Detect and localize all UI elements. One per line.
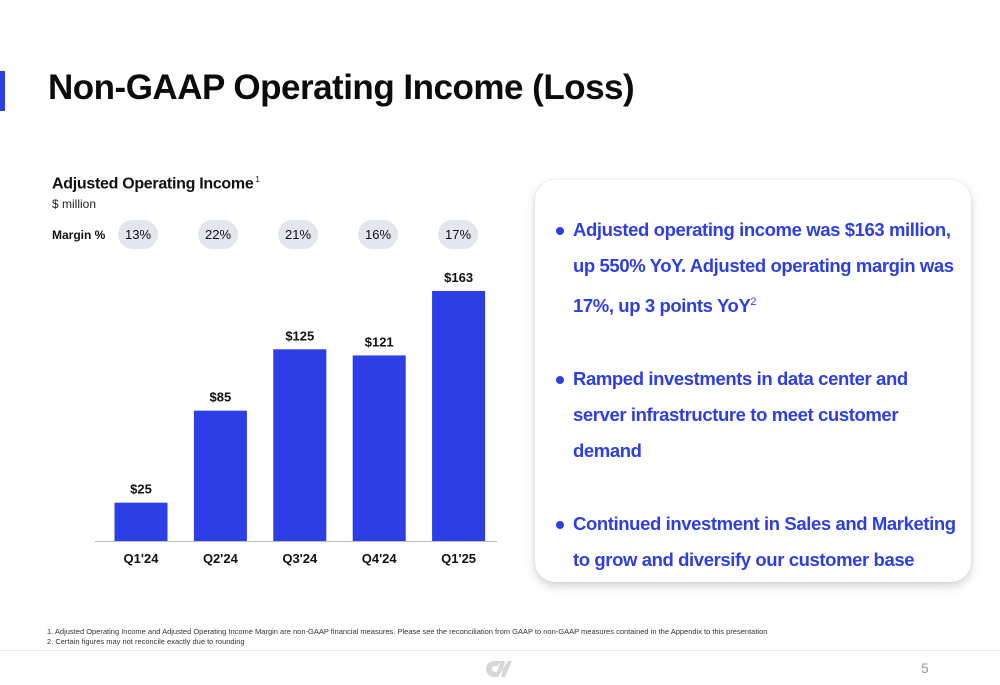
bullet-dot-icon bbox=[556, 227, 564, 235]
x-tick-label: Q1'24 bbox=[124, 551, 160, 566]
x-tick-label: Q4'24 bbox=[362, 551, 398, 566]
bar bbox=[193, 410, 247, 541]
margin-row-label: Margin % bbox=[52, 228, 106, 242]
chart-title-footnote-marker: 1 bbox=[255, 175, 260, 184]
bullet-dot-icon bbox=[556, 376, 564, 385]
page-title: Non-GAAP Operating Income (Loss) bbox=[48, 68, 635, 107]
highlight-footnote-marker: 2 bbox=[750, 296, 757, 308]
highlight-item: Continued investment in Sales and Market… bbox=[555, 506, 965, 578]
bar-value-label: $125 bbox=[285, 328, 314, 343]
chart-unit-label: $ million bbox=[52, 197, 97, 211]
bar-value-label: $25 bbox=[130, 482, 152, 497]
highlight-text: Continued investment in Sales and Market… bbox=[573, 513, 956, 571]
margin-pill: 16% bbox=[358, 220, 398, 249]
highlights-list: Adjusted operating income was $163 milli… bbox=[555, 212, 965, 615]
margin-pill: 13% bbox=[118, 220, 158, 249]
highlight-item: Ramped investments in data center and se… bbox=[555, 361, 965, 469]
bar-value-label: $85 bbox=[210, 390, 232, 405]
bar bbox=[352, 355, 406, 541]
title-accent-bar bbox=[0, 71, 5, 111]
footnote-1: 1. Adjusted Operating Income and Adjuste… bbox=[47, 627, 768, 636]
bar-chart: $25 Q1'24 $85 Q2'24 $125 Q3'24 $121 Q4'24 $163 Q1… bbox=[95, 270, 497, 566]
bar bbox=[273, 349, 327, 541]
highlight-text: Ramped investments in data center and se… bbox=[573, 368, 908, 462]
margin-pill: 21% bbox=[278, 220, 318, 249]
bullet-dot-icon bbox=[556, 521, 564, 530]
bar-value-label: $163 bbox=[444, 270, 473, 285]
highlight-text: Adjusted operating income was $163 milli… bbox=[573, 219, 954, 317]
footer-divider bbox=[0, 650, 1000, 651]
x-tick-label: Q1'25 bbox=[441, 551, 476, 566]
company-logo-icon bbox=[486, 661, 512, 677]
footnote-2: 2. Certain figures may not reconcile exa… bbox=[47, 637, 245, 646]
bar bbox=[114, 502, 168, 541]
x-tick-label: Q2'24 bbox=[203, 551, 239, 566]
margin-pill: 22% bbox=[198, 220, 238, 249]
chart-title: Adjusted Operating Income 1 bbox=[52, 175, 260, 193]
chart-title-text: Adjusted Operating Income bbox=[52, 175, 254, 193]
highlight-item: Adjusted operating income was $163 milli… bbox=[555, 212, 965, 324]
footnotes: 1. Adjusted Operating Income and Adjuste… bbox=[47, 627, 767, 647]
highlights-panel bbox=[535, 180, 971, 582]
x-tick-label: Q3'24 bbox=[282, 551, 318, 566]
page-number: 5 bbox=[921, 660, 929, 676]
margin-pill: 17% bbox=[438, 220, 478, 249]
bar-value-label: $121 bbox=[365, 334, 394, 349]
bar bbox=[432, 291, 486, 541]
